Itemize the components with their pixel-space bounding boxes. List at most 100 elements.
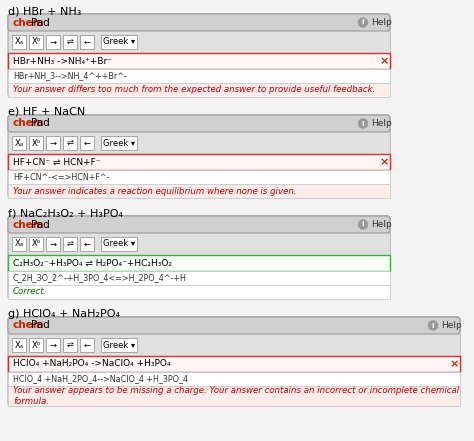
FancyBboxPatch shape	[8, 115, 390, 198]
Text: d) HBr + NH₃: d) HBr + NH₃	[8, 6, 82, 16]
Circle shape	[358, 18, 367, 27]
Bar	[46, 338, 60, 352]
Text: f) NaC₂H₃O₂ + H₃PO₄: f) NaC₂H₃O₂ + H₃PO₄	[8, 208, 123, 218]
Text: Your answer indicates a reaction equilibrium where none is given.: Your answer indicates a reaction equilib…	[13, 187, 297, 195]
Text: HBr+NH₃ ->NH₄⁺+Br⁻: HBr+NH₃ ->NH₄⁺+Br⁻	[13, 56, 112, 66]
Text: ←: ←	[83, 37, 91, 46]
Bar	[80, 237, 94, 251]
Text: chem: chem	[13, 119, 45, 128]
Bar	[8, 285, 390, 299]
Text: i: i	[362, 120, 364, 127]
Text: i: i	[362, 19, 364, 26]
Text: X⁰: X⁰	[31, 340, 41, 350]
Text: ←: ←	[83, 239, 91, 248]
Bar	[63, 136, 77, 150]
Text: e) HF + NaCN: e) HF + NaCN	[8, 107, 85, 117]
Text: Xₐ: Xₐ	[14, 239, 24, 248]
FancyBboxPatch shape	[8, 14, 390, 97]
Text: HClO₄ +NaH₂PO₄ ->NaClO₄ +H₃PO₄: HClO₄ +NaH₂PO₄ ->NaClO₄ +H₃PO₄	[13, 359, 171, 369]
Text: Your answer appears to be missing a charge. Your answer contains an incorrect or: Your answer appears to be missing a char…	[13, 386, 459, 406]
Bar	[8, 69, 390, 83]
Bar	[12, 136, 26, 150]
Bar	[80, 35, 94, 49]
FancyBboxPatch shape	[8, 317, 460, 334]
Bar	[63, 237, 77, 251]
Bar	[12, 35, 26, 49]
Text: ⇌: ⇌	[66, 340, 73, 350]
Bar	[80, 338, 94, 352]
Text: Pad: Pad	[31, 220, 50, 229]
Text: HF+CN⁻ ⇌ HCN+F⁻: HF+CN⁻ ⇌ HCN+F⁻	[13, 157, 100, 167]
Text: i: i	[362, 221, 364, 228]
Bar	[12, 237, 26, 251]
FancyBboxPatch shape	[8, 317, 460, 406]
Text: i: i	[432, 322, 434, 329]
Text: g) HClO₄ + NaH₂PO₄: g) HClO₄ + NaH₂PO₄	[8, 309, 120, 319]
Text: X⁰: X⁰	[31, 239, 41, 248]
FancyBboxPatch shape	[8, 115, 390, 132]
Bar	[8, 372, 460, 386]
Bar	[8, 31, 390, 53]
Text: →: →	[49, 340, 56, 350]
FancyBboxPatch shape	[8, 216, 390, 233]
Bar	[8, 184, 390, 198]
Bar	[8, 334, 460, 356]
Bar	[8, 154, 390, 170]
Text: ←: ←	[83, 340, 91, 350]
Text: ⇌: ⇌	[66, 138, 73, 147]
Bar	[101, 338, 137, 352]
FancyBboxPatch shape	[8, 216, 390, 299]
Bar	[46, 136, 60, 150]
Bar	[46, 35, 60, 49]
Text: X⁰: X⁰	[31, 138, 41, 147]
Bar	[8, 233, 390, 255]
Bar	[29, 338, 43, 352]
Text: chem: chem	[13, 18, 45, 27]
Bar	[12, 338, 26, 352]
Text: Pad: Pad	[31, 18, 50, 27]
Bar	[29, 35, 43, 49]
FancyBboxPatch shape	[8, 14, 390, 31]
Text: chem: chem	[13, 220, 45, 229]
Text: Pad: Pad	[31, 321, 50, 330]
Bar	[63, 338, 77, 352]
Text: Correct.: Correct.	[13, 288, 47, 296]
Bar	[8, 271, 390, 285]
Circle shape	[428, 321, 438, 330]
Bar	[29, 136, 43, 150]
Text: →: →	[49, 239, 56, 248]
Bar	[8, 356, 460, 372]
Text: X⁰: X⁰	[31, 37, 41, 46]
Bar	[8, 170, 390, 184]
Text: Help: Help	[371, 220, 392, 229]
Bar	[8, 255, 390, 271]
Text: ←: ←	[83, 138, 91, 147]
Text: Xₐ: Xₐ	[14, 37, 24, 46]
Bar	[8, 386, 460, 406]
Text: Help: Help	[441, 321, 462, 330]
Bar	[63, 35, 77, 49]
Text: Greek ▾: Greek ▾	[103, 340, 135, 350]
Text: Xₐ: Xₐ	[14, 138, 24, 147]
Text: Pad: Pad	[31, 119, 50, 128]
Bar	[101, 136, 137, 150]
Text: ⇌: ⇌	[66, 239, 73, 248]
Text: →: →	[49, 37, 56, 46]
Bar	[46, 237, 60, 251]
Text: ×: ×	[379, 157, 389, 167]
Text: ⇌: ⇌	[66, 37, 73, 46]
Text: Greek ▾: Greek ▾	[103, 138, 135, 147]
Text: C₂H₃O₂⁻+H₃PO₄ ⇌ H₂PO₄⁻+HC₂H₃O₂: C₂H₃O₂⁻+H₃PO₄ ⇌ H₂PO₄⁻+HC₂H₃O₂	[13, 258, 172, 268]
Circle shape	[358, 220, 367, 229]
Bar	[8, 53, 390, 69]
Text: Xₐ: Xₐ	[14, 340, 24, 350]
Text: Help: Help	[371, 119, 392, 128]
Text: Greek ▾: Greek ▾	[103, 239, 135, 248]
Circle shape	[358, 119, 367, 128]
Bar	[29, 237, 43, 251]
Text: ×: ×	[449, 359, 459, 369]
Text: Greek ▾: Greek ▾	[103, 37, 135, 46]
Bar	[8, 132, 390, 154]
Text: Help: Help	[371, 18, 392, 27]
Text: →: →	[49, 138, 56, 147]
